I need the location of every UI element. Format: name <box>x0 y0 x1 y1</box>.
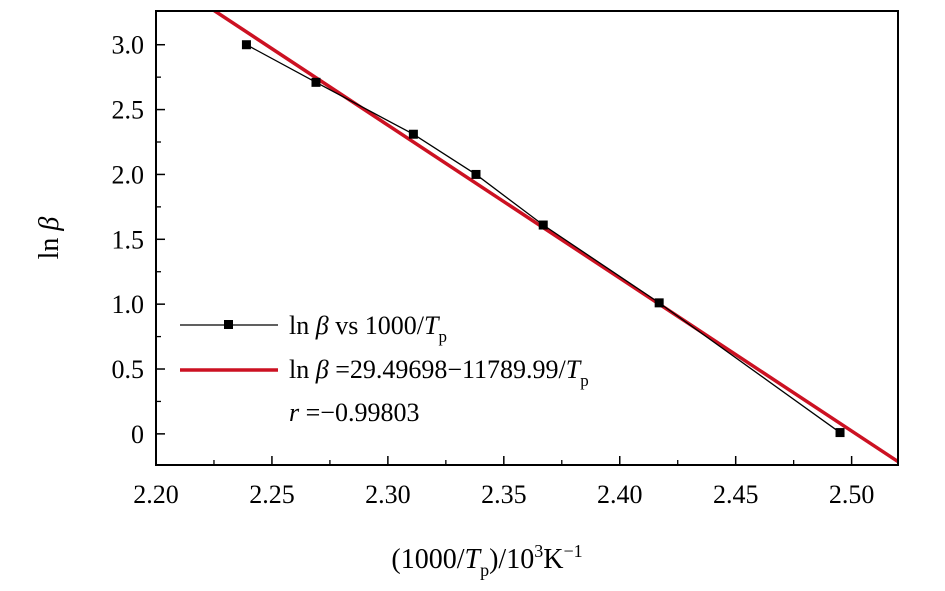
y-axis-label: ln β <box>34 217 65 260</box>
x-axis-label-sup1: 3 <box>534 541 543 561</box>
x-tick-label: 2.45 <box>713 480 759 509</box>
y-tick-label: 1.0 <box>112 290 145 319</box>
x-tick-label: 2.25 <box>249 480 295 509</box>
x-axis-label: (1000/Tp)/103K−1 <box>391 541 582 580</box>
y-axis-label-symbol: β <box>34 217 65 232</box>
plot-content <box>211 11 898 464</box>
x-axis-label-unit: K <box>543 544 563 575</box>
axis-ticks: 2.20 2.25 2.30 2.35 2.40 2.45 2.50 0 0.5 1.0 1.5 2.… <box>112 31 875 509</box>
x-axis-label-var: T <box>465 544 483 575</box>
data-point <box>654 298 664 308</box>
data-point <box>835 428 845 438</box>
legend-entry-fit: ln β =29.49698−11789.99/Tp <box>289 355 589 390</box>
legend: ln β vs 1000/Tp ln β =29.49698−11789.99/… <box>180 311 589 427</box>
x-axis-label-pre: (1000/ <box>391 544 464 575</box>
data-point <box>408 129 418 139</box>
y-tick-label: 1.5 <box>112 225 145 254</box>
x-tick-label: 2.35 <box>481 480 527 509</box>
x-axis-label-mid: )/10 <box>489 544 534 575</box>
data-point <box>471 169 481 179</box>
plot-frame <box>155 10 899 466</box>
legend-data-marker-swatch <box>224 320 233 329</box>
fit-line <box>211 11 898 464</box>
data-point <box>241 40 251 50</box>
y-tick-label: 2.5 <box>112 96 145 125</box>
x-tick-label: 2.50 <box>829 480 875 509</box>
legend-correlation: r =−0.99803 <box>289 398 419 427</box>
data-point <box>311 77 321 87</box>
y-tick-label: 3.0 <box>112 31 145 60</box>
x-axis-label-sub: p <box>480 560 489 580</box>
x-tick-label: 2.40 <box>597 480 643 509</box>
y-tick-label: 2.0 <box>112 160 145 189</box>
data-point <box>538 220 548 230</box>
x-tick-label: 2.20 <box>133 480 179 509</box>
y-axis-label-fn: ln <box>34 231 65 260</box>
x-tick-label: 2.30 <box>365 480 411 509</box>
y-tick-label: 0 <box>131 420 144 449</box>
x-axis-label-sup2: −1 <box>563 541 582 561</box>
y-tick-label: 0.5 <box>112 355 145 384</box>
legend-entry-data: ln β vs 1000/Tp <box>289 311 447 346</box>
